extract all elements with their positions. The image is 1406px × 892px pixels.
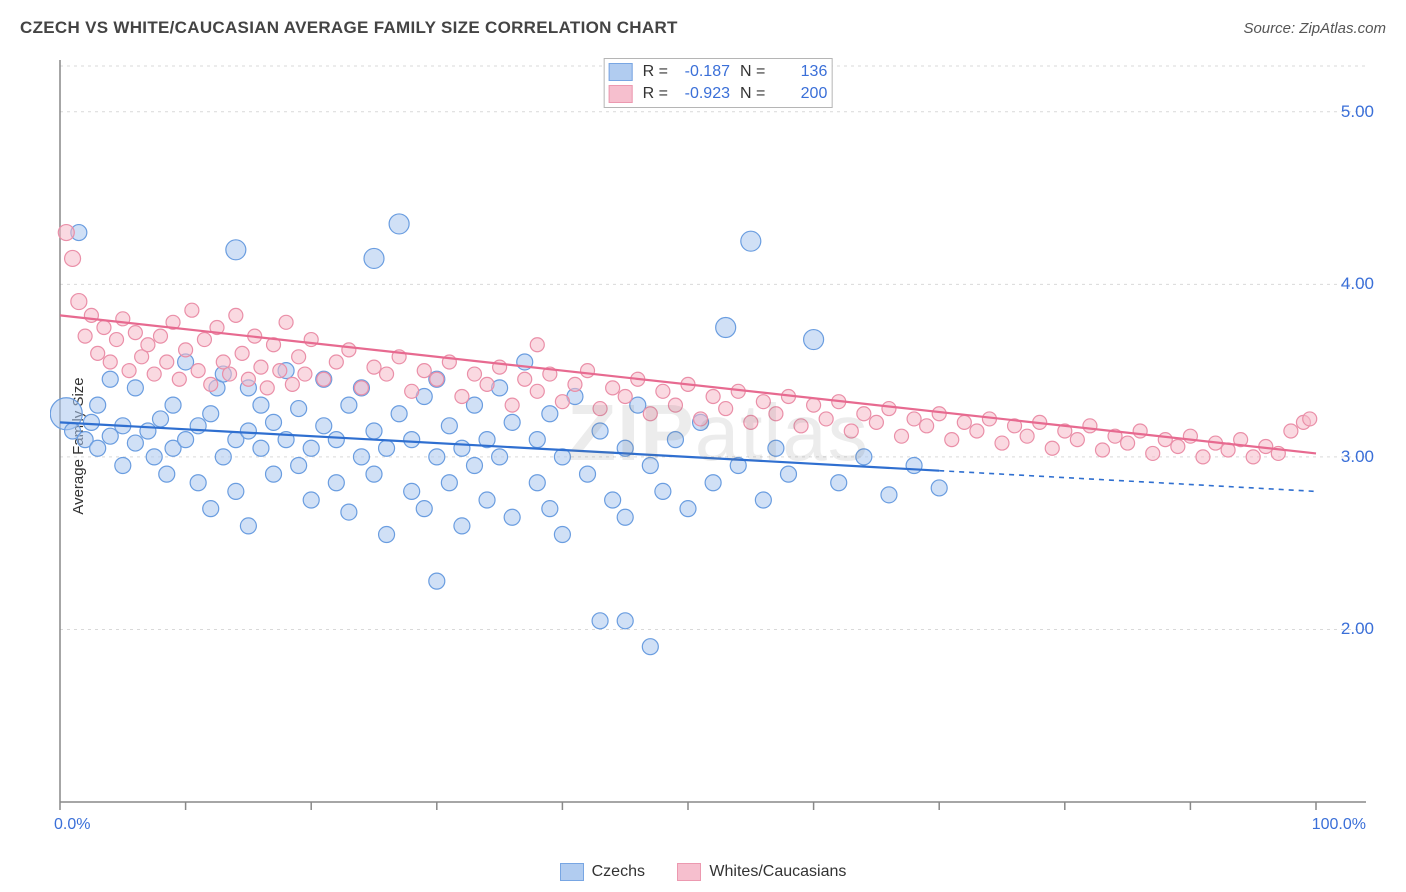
source-label: Source: ZipAtlas.com — [1243, 20, 1386, 37]
n-value-a: 136 — [771, 61, 827, 83]
chart-area: R = -0.187 N = 136 R = -0.923 N = 200 ZI… — [50, 55, 1386, 842]
r-value-a: -0.187 — [674, 61, 730, 83]
y-tick-label: 4.00 — [1341, 274, 1374, 294]
r-label: R = — [643, 83, 668, 105]
r-label: R = — [643, 61, 668, 83]
x-max-label: 100.0% — [1312, 816, 1366, 834]
stats-row-a: R = -0.187 N = 136 — [609, 61, 828, 83]
legend-swatch-b — [677, 863, 701, 881]
stats-row-b: R = -0.923 N = 200 — [609, 83, 828, 105]
series-legend: Czechs Whites/Caucasians — [0, 863, 1406, 886]
y-tick-label: 2.00 — [1341, 619, 1374, 639]
stats-legend: R = -0.187 N = 136 R = -0.923 N = 200 — [604, 58, 833, 108]
legend-swatch-a — [560, 863, 584, 881]
legend-label-a: Czechs — [592, 863, 645, 881]
n-label: N = — [740, 61, 765, 83]
legend-label-b: Whites/Caucasians — [709, 863, 846, 881]
legend-item-b: Whites/Caucasians — [677, 863, 846, 881]
chart-title: CZECH VS WHITE/CAUCASIAN AVERAGE FAMILY … — [20, 18, 678, 37]
y-tick-label: 5.00 — [1341, 102, 1374, 122]
swatch-b — [609, 85, 633, 103]
n-value-b: 200 — [771, 83, 827, 105]
swatch-a — [609, 63, 633, 81]
legend-item-a: Czechs — [560, 863, 645, 881]
x-min-label: 0.0% — [54, 816, 90, 834]
n-label: N = — [740, 83, 765, 105]
y-tick-label: 3.00 — [1341, 447, 1374, 467]
scatter-plot — [50, 55, 1386, 842]
r-value-b: -0.923 — [674, 83, 730, 105]
